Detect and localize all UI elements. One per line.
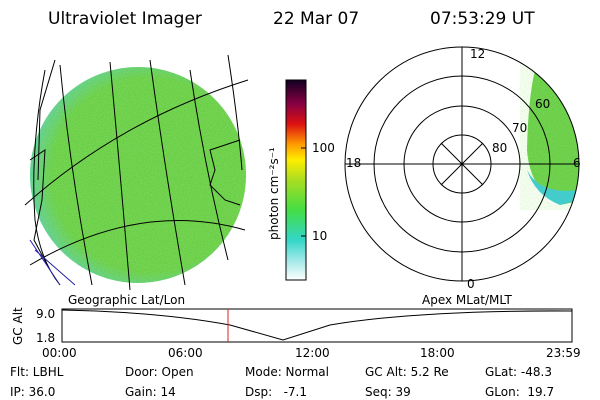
status-field: Seq: 39 [365,385,411,399]
axis-label: GC Alt [11,307,25,345]
mlt-label: 12 [470,47,485,61]
lat-label: 70 [512,121,527,135]
lat-label: 80 [492,141,507,155]
mlt-label: 0 [467,277,475,291]
instrument: Ultraviolet Imager [48,9,202,29]
x-label: 00:00 [42,346,77,360]
uv-image [24,54,249,291]
x-label: 06:00 [168,346,203,360]
colorbar [285,79,307,281]
mlt-label: 18 [346,156,361,170]
date: 22 Mar 07 [273,9,359,29]
status-panel: Flt: LBHL Door: Open Mode: Normal GC Alt: 5… [10,365,554,399]
colorbar-tick: 100 [312,141,335,155]
status-field: Gain: 14 [125,385,176,399]
altitude-plot: Geographic Lat/Lon Apex MLat/MLT GC Alt … [11,293,581,360]
polar-plot: 12 18 6 0 60 70 80 [344,46,581,291]
status-field: IP: 36.0 [10,385,55,399]
mlt-label: 6 [573,156,581,170]
status-field: Mode: Normal [245,365,329,379]
status-field: Flt: LBHL [10,365,64,379]
x-label: 23:59 [546,346,581,360]
colorbar-tick: 10 [312,229,327,243]
status-field: Door: Open [125,365,194,379]
time: 07:53:29 UT [430,9,535,29]
status-field: GLat: -48.3 [485,365,552,379]
status-field: GC Alt: 5.2 Re [365,365,449,379]
y-label: 1.8 [36,331,55,345]
status-field: GLon: 19.7 [485,385,554,399]
panel-title: Apex MLat/MLT [422,293,512,307]
colorbar-label: photon cm⁻²s⁻¹ [267,147,281,240]
status-field: Dsp: -7.1 [245,385,307,399]
x-label: 18:00 [420,346,455,360]
y-label: 9.0 [36,307,55,321]
lat-label: 60 [535,97,550,111]
x-label: 12:00 [295,346,330,360]
panel-title: Geographic Lat/Lon [68,293,185,307]
